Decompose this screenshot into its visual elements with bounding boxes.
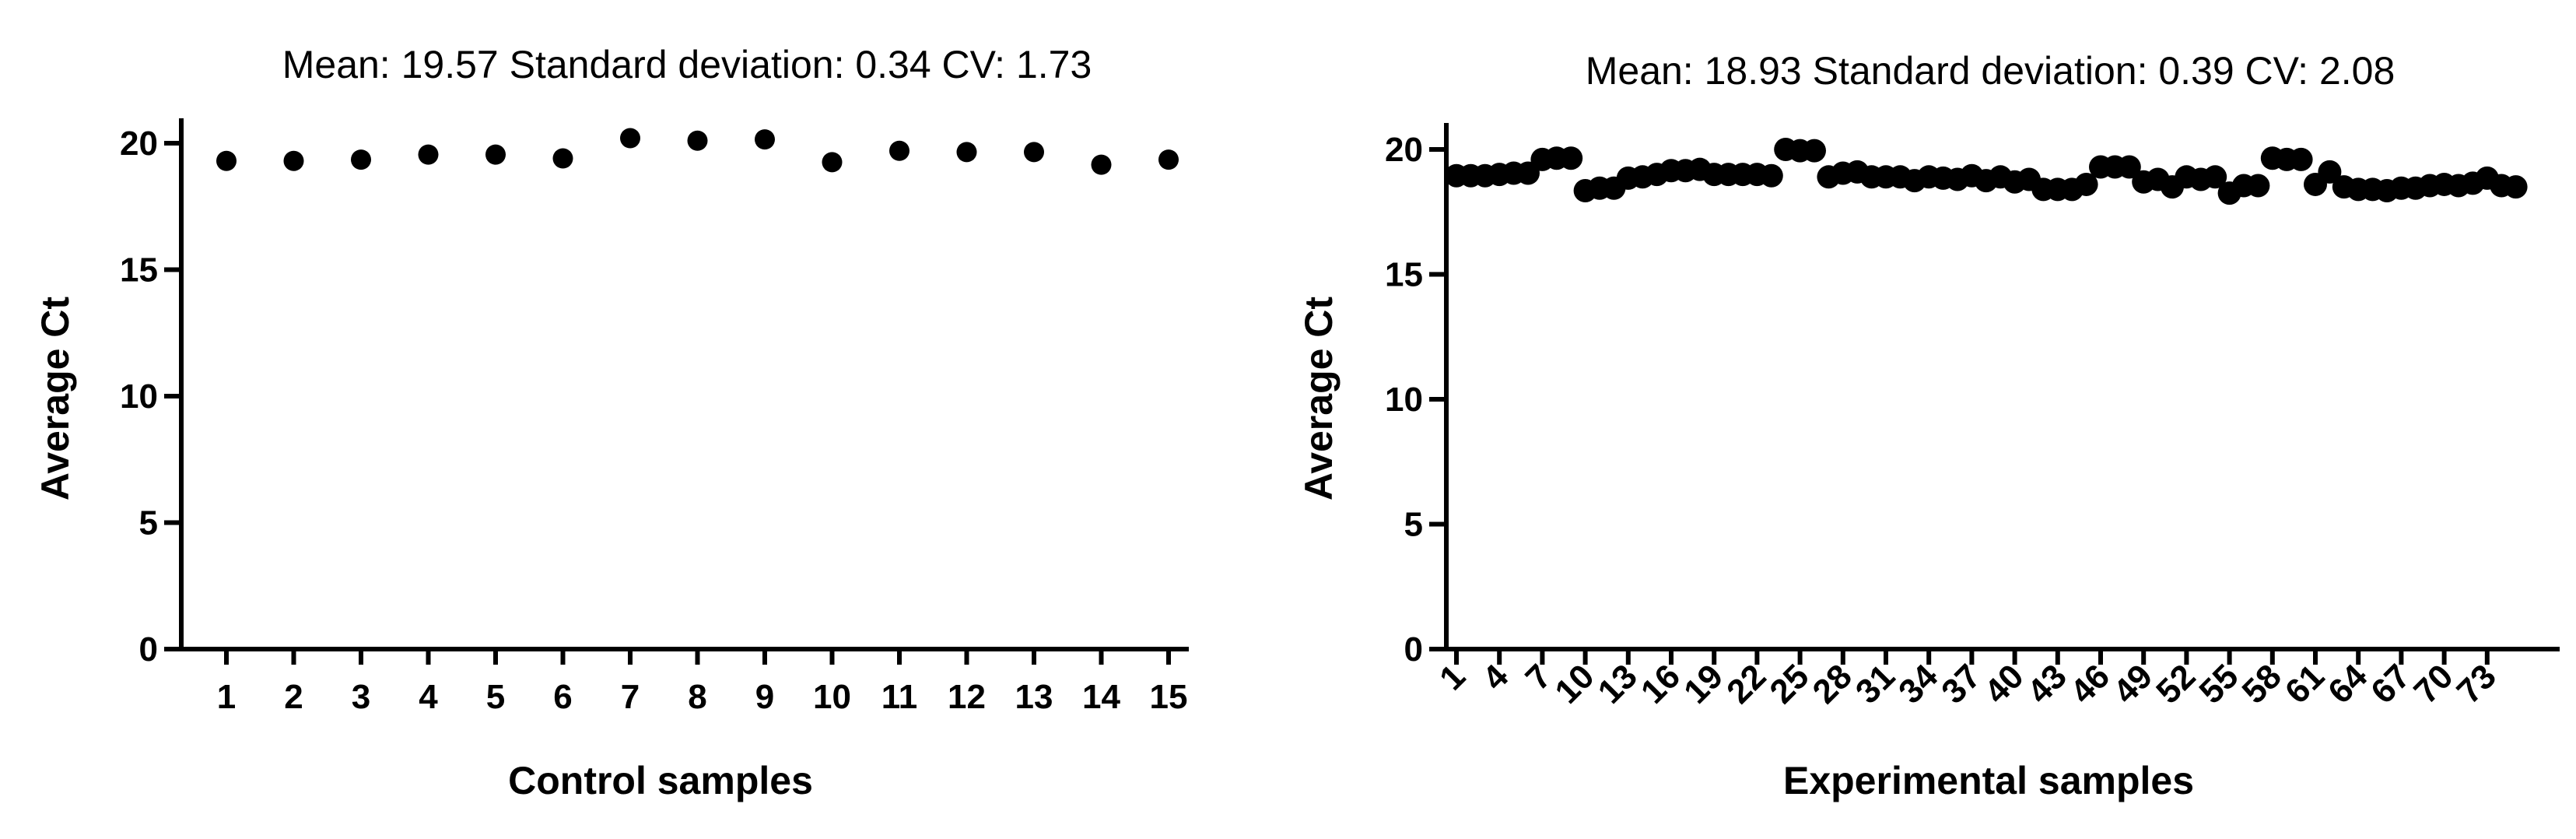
control-data-point bbox=[1024, 142, 1044, 163]
control-x-tick-label: 6 bbox=[553, 678, 572, 716]
control-data-point bbox=[351, 149, 371, 170]
experimental-data-point bbox=[2504, 175, 2528, 199]
control-x-tick-label: 1 bbox=[217, 678, 236, 716]
experimental-x-axis-label: Experimental samples bbox=[1783, 759, 2194, 802]
control-chart: Mean: 19.57 Standard deviation: 0.34 CV:… bbox=[33, 43, 1189, 802]
control-x-tick-label: 2 bbox=[284, 678, 303, 716]
control-data-point bbox=[216, 150, 237, 171]
control-x-tick-label: 13 bbox=[1015, 678, 1053, 716]
control-data-point bbox=[755, 129, 775, 150]
experimental-stats-text: Mean: 18.93 Standard deviation: 0.39 CV:… bbox=[1586, 49, 2396, 93]
experimental-y-tick-label: 15 bbox=[1385, 256, 1423, 294]
experimental-x-tick-label: 7 bbox=[1519, 657, 1559, 697]
control-y-tick-label: 10 bbox=[120, 377, 158, 416]
control-x-tick-label: 7 bbox=[621, 678, 640, 716]
experimental-data-point bbox=[2289, 147, 2313, 171]
experimental-data-point bbox=[2246, 174, 2270, 198]
control-x-tick-label: 4 bbox=[419, 678, 438, 716]
control-x-axis-label: Control samples bbox=[508, 759, 813, 802]
control-x-tick-label: 8 bbox=[688, 678, 706, 716]
control-y-tick-label: 15 bbox=[120, 251, 158, 290]
experimental-x-tick-label: 1 bbox=[1432, 657, 1473, 697]
experimental-data-point bbox=[2117, 155, 2141, 179]
experimental-data-point bbox=[2203, 165, 2227, 189]
control-data-point bbox=[620, 128, 640, 149]
experimental-data-point bbox=[1759, 163, 1783, 188]
control-axes bbox=[179, 118, 1189, 651]
experimental-x-tick-label: 73 bbox=[2450, 657, 2504, 711]
experimental-y-tick-label: 0 bbox=[1404, 630, 1423, 669]
control-data-point bbox=[687, 130, 708, 151]
control-x-tick-label: 11 bbox=[881, 678, 918, 716]
experimental-data-point bbox=[2074, 172, 2098, 196]
control-x-tick-label: 15 bbox=[1150, 678, 1188, 716]
control-data-point bbox=[1158, 149, 1179, 170]
control-data-point bbox=[552, 148, 573, 169]
control-data-point bbox=[418, 144, 439, 165]
control-data-point bbox=[822, 152, 843, 173]
experimental-data-point bbox=[2318, 160, 2342, 184]
control-data-point bbox=[956, 142, 977, 163]
control-x-tick-label: 5 bbox=[486, 678, 505, 716]
experimental-x-tick-label: 4 bbox=[1475, 657, 1516, 697]
control-x-tick-label: 12 bbox=[948, 678, 986, 716]
control-data-point bbox=[485, 144, 506, 165]
control-y-tick-label: 20 bbox=[120, 125, 158, 163]
experimental-y-tick-label: 5 bbox=[1404, 506, 1423, 544]
control-x-tick-label: 3 bbox=[352, 678, 370, 716]
experimental-data-point bbox=[1559, 146, 1583, 170]
control-data-point bbox=[1091, 154, 1112, 175]
experimental-y-tick-label: 20 bbox=[1385, 131, 1423, 169]
experimental-axes bbox=[1444, 123, 2560, 651]
control-y-axis-label: Average Ct bbox=[33, 297, 77, 500]
control-x-tick-label: 14 bbox=[1082, 678, 1120, 716]
control-x-tick-label: 10 bbox=[813, 678, 851, 716]
control-stats-text: Mean: 19.57 Standard deviation: 0.34 CV:… bbox=[282, 43, 1092, 86]
control-y-tick-label: 5 bbox=[139, 504, 158, 542]
experimental-y-tick-label: 10 bbox=[1385, 381, 1423, 419]
control-y-tick-label: 0 bbox=[139, 630, 158, 669]
control-data-point bbox=[283, 150, 304, 171]
control-data-point bbox=[889, 140, 909, 161]
control-x-tick-label: 9 bbox=[755, 678, 774, 716]
experimental-data-point bbox=[1803, 139, 1826, 163]
experimental-y-axis-label: Average Ct bbox=[1297, 297, 1341, 500]
experimental-chart: Mean: 18.93 Standard deviation: 0.39 CV:… bbox=[1297, 49, 2560, 802]
